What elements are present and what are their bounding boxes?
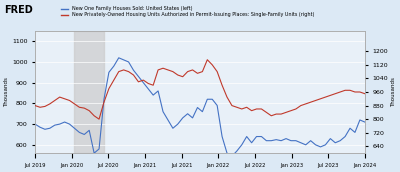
Bar — [74, 31, 104, 153]
Text: FRED: FRED — [4, 5, 33, 15]
Y-axis label: Thousands: Thousands — [4, 77, 9, 107]
Y-axis label: Thousands: Thousands — [391, 77, 396, 107]
Legend: New One Family Houses Sold: United States (left), New Privately-Owned Housing Un: New One Family Houses Sold: United State… — [60, 6, 314, 17]
